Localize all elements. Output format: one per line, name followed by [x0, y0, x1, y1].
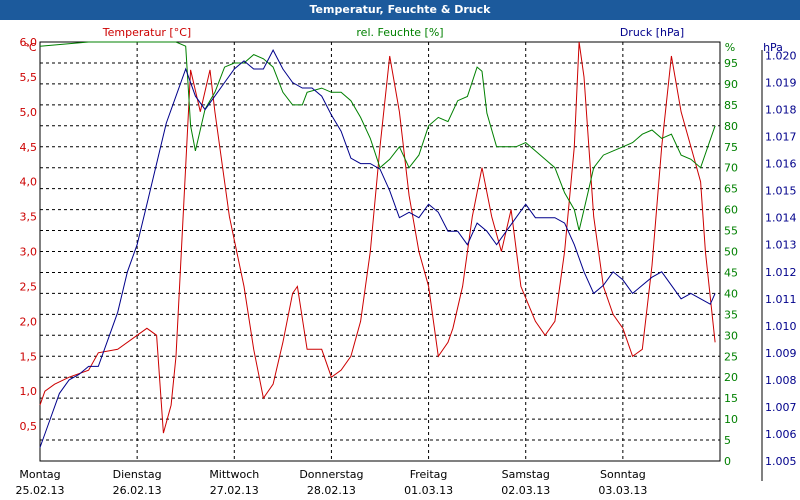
series-lines [39, 41, 716, 448]
temperature-series-line [39, 41, 716, 434]
pressure-tick-label: 1.017 [765, 131, 797, 144]
humidity-tick-label: 75 [724, 141, 738, 154]
pressure-tick-label: 1.015 [765, 185, 797, 198]
chart-title: Temperatur, Feuchte & Druck [0, 0, 800, 20]
pressure-tick-label: 1.014 [765, 212, 797, 225]
x-tick-date-label: 28.02.13 [307, 484, 356, 497]
pressure-tick-label: 1.010 [765, 320, 797, 333]
x-tick-day-label: Freitag [410, 468, 448, 481]
x-tick-day-label: Donnerstag [299, 468, 363, 481]
humidity-tick-label: 70 [724, 162, 738, 175]
humidity-series-line [39, 41, 716, 231]
temperature-tick-label: 6,0 [20, 36, 38, 49]
humidity-unit-label: % [725, 41, 735, 54]
humidity-tick-label: 60 [724, 204, 738, 217]
humidity-axis-title: rel. Feuchte [%] [356, 26, 443, 39]
pressure-tick-label: 1.019 [765, 77, 797, 90]
temperature-tick-label: 0,5 [20, 420, 38, 433]
humidity-tick-label: 45 [724, 266, 738, 279]
x-tick-date-label: 02.03.13 [501, 484, 550, 497]
humidity-tick-label: 20 [724, 371, 738, 384]
temperature-tick-label: 4,5 [20, 141, 38, 154]
chart-svg: Temperatur [°C] rel. Feuchte [%] Druck [… [16, 26, 797, 497]
x-tick-day-label: Montag [19, 468, 60, 481]
humidity-tick-label: 10 [724, 413, 738, 426]
temperature-axis-title: Temperatur [°C] [102, 26, 191, 39]
temperature-tick-label: 2,0 [20, 315, 38, 328]
pressure-tick-label: 1.008 [765, 374, 797, 387]
pressure-axis-title: Druck [hPa] [620, 26, 684, 39]
humidity-tick-label: 0 [724, 455, 731, 468]
humidity-tick-label: 90 [724, 78, 738, 91]
x-tick-date-label: 25.02.13 [16, 484, 65, 497]
pressure-tick-label: 1.009 [765, 347, 797, 360]
humidity-tick-label: 80 [724, 120, 738, 133]
pressure-unit-label: hPa [763, 41, 783, 54]
humidity-tick-label: 85 [724, 99, 738, 112]
chart-area: Temperatur [°C] rel. Feuchte [%] Druck [… [0, 20, 800, 500]
x-tick-date-label: 03.03.13 [598, 484, 647, 497]
axis-titles: Temperatur [°C] rel. Feuchte [%] Druck [… [23, 26, 783, 54]
grid-layer [39, 41, 721, 462]
pressure-tick-label: 1.007 [765, 401, 797, 414]
x-tick-day-label: Sonntag [600, 468, 646, 481]
pressure-tick-label: 1.005 [765, 455, 797, 468]
x-tick-day-label: Dienstag [113, 468, 162, 481]
humidity-tick-label: 65 [724, 183, 738, 196]
temperature-tick-label: 3,5 [20, 211, 38, 224]
temperature-tick-label: 5,0 [20, 106, 38, 119]
pressure-tick-label: 1.011 [765, 293, 797, 306]
humidity-tick-label: 50 [724, 246, 738, 259]
pressure-tick-label: 1.012 [765, 266, 797, 279]
pressure-tick-label: 1.013 [765, 239, 797, 252]
humidity-tick-label: 15 [724, 392, 738, 405]
temperature-tick-label: 1,0 [20, 385, 38, 398]
temperature-tick-label: 3,0 [20, 246, 38, 259]
temperature-tick-label: 1,5 [20, 350, 38, 363]
humidity-tick-label: 35 [724, 308, 738, 321]
pressure-series-line [39, 49, 716, 448]
humidity-tick-label: 5 [724, 434, 731, 447]
humidity-tick-label: 55 [724, 225, 738, 238]
humidity-tick-label: 30 [724, 329, 738, 342]
x-tick-date-label: 01.03.13 [404, 484, 453, 497]
pressure-tick-label: 1.006 [765, 428, 797, 441]
x-tick-day-label: Samstag [502, 468, 550, 481]
pressure-tick-label: 1.018 [765, 104, 797, 117]
temperature-tick-label: 4,0 [20, 176, 38, 189]
humidity-tick-label: 95 [724, 57, 738, 70]
x-tick-day-label: Mittwoch [209, 468, 259, 481]
pressure-tick-label: 1.016 [765, 158, 797, 171]
temperature-tick-label: 5,5 [20, 71, 38, 84]
tick-labels: 0,5 1,0 1,5 2,0 2,5 3,0 3,5 4,0 4,5 5,0 5,5 6,0 0 5 10… [16, 36, 797, 497]
humidity-tick-label: 25 [724, 350, 738, 363]
humidity-tick-label: 40 [724, 287, 738, 300]
temperature-tick-label: 2,5 [20, 280, 38, 293]
pressure-tick-label: 1.020 [765, 50, 797, 63]
x-tick-date-label: 26.02.13 [113, 484, 162, 497]
x-tick-date-label: 27.02.13 [210, 484, 259, 497]
temperature-unit-label: °C [23, 41, 37, 54]
